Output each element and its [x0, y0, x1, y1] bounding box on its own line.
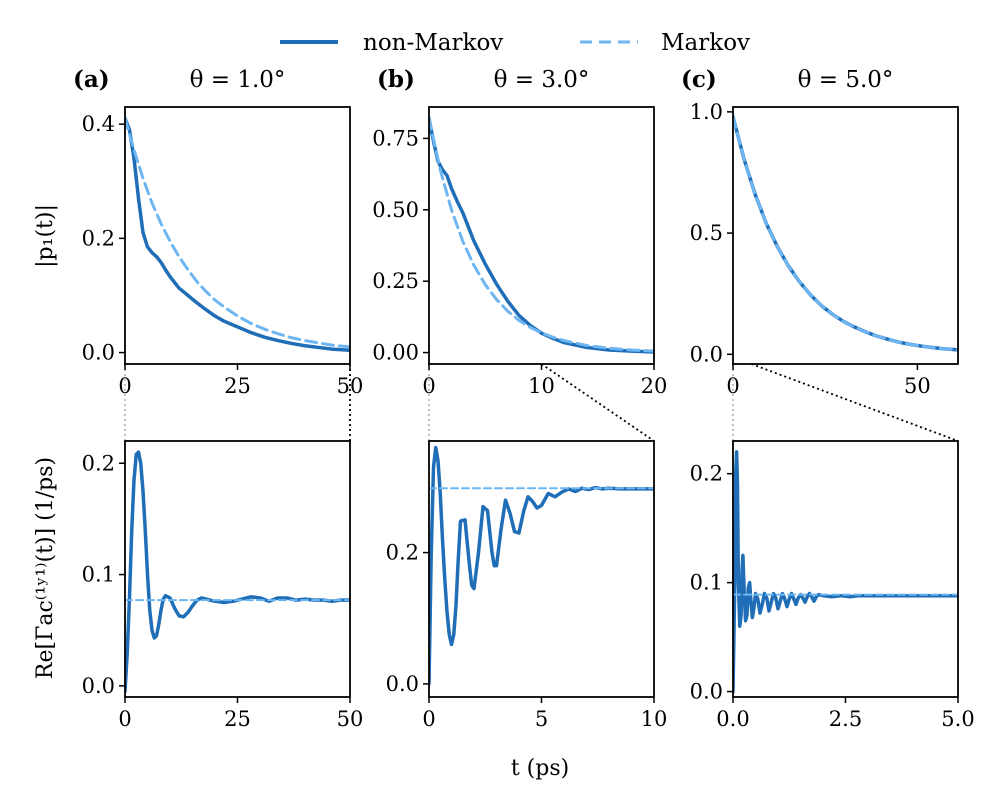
y-tick-label: 0.0 [690, 342, 723, 366]
panel-b-top: 0 10 20 0.00 0.25 0.50 0.75 (b) θ = 3.0° [372, 66, 667, 398]
panel-b-bottom: 0 5 10 0.0 0.2 [386, 440, 668, 731]
series-group [429, 116, 654, 354]
x-tick-label: 50 [337, 707, 364, 731]
x-tick-label: 0 [118, 707, 131, 731]
panel-title: θ = 1.0° [190, 67, 286, 93]
legend-label-markov: Markov [661, 30, 750, 56]
y-tick-label: 0.0 [82, 341, 115, 365]
y-tick-label: 0.25 [372, 269, 419, 293]
markov-line [125, 116, 350, 349]
x-tick-label: 10 [641, 707, 668, 731]
y-tick-label: 1.0 [690, 100, 723, 124]
legend: non-Markov Markov [280, 30, 750, 56]
axes-frame [732, 440, 959, 698]
x-tick-label: 0 [422, 374, 435, 398]
y-tick-label: 0.2 [82, 451, 115, 475]
panel-label: (b) [377, 66, 415, 93]
markov-line [429, 116, 654, 353]
panel-c-bottom: 0.0 2.5 5.0 0.0 0.1 0.2 [690, 440, 975, 731]
panels: 0 25 500.00.20.4(a) θ = 1.0°0 10 200.000.250.… [73, 66, 975, 731]
panel-label: (c) [681, 66, 717, 93]
series-group [733, 114, 958, 352]
x-tick-label: 25 [224, 707, 251, 731]
non-markov-line [429, 445, 654, 686]
x-tick-label: 10 [528, 374, 555, 398]
top-ylabel: |p₁(t)| [33, 204, 58, 268]
y-tick-label: 0.2 [82, 226, 115, 250]
non-markov-line [429, 116, 654, 354]
x-tick-label: 5 [535, 707, 548, 731]
series-group [125, 116, 350, 353]
markov-line [733, 115, 958, 352]
series-group [125, 450, 350, 694]
y-tick-label: 0.4 [82, 112, 115, 136]
series-group [429, 445, 654, 686]
x-tick-label: 50 [904, 374, 931, 398]
y-tick-label: 0.0 [690, 680, 723, 704]
x-axis-label: t (ps) [511, 756, 569, 781]
y-tick-label: 0.1 [690, 571, 723, 595]
x-tick-label: 25 [224, 374, 251, 398]
series-group [733, 450, 958, 694]
zoom-connector-right [540, 363, 655, 442]
x-tick-label: 20 [641, 374, 668, 398]
zoom-connectors [124, 363, 959, 442]
panel-title: θ = 5.0° [798, 67, 894, 93]
bottom-ylabel: Re[Γac⁽¹ʸ¹⁾(t)] (1/ps) [33, 457, 58, 679]
y-tick-label: 0.2 [386, 541, 419, 565]
zoom-connector-right [751, 363, 959, 442]
non-markov-line [125, 450, 350, 694]
y-tick-label: 0.5 [690, 221, 723, 245]
y-tick-label: 0.1 [82, 563, 115, 587]
non-markov-line [733, 450, 958, 694]
panel-label: (a) [73, 66, 110, 93]
x-tick-label: 0 [118, 374, 131, 398]
panel-a-top: 0 25 50 0.0 0.2 0.4 (a) θ = 1.0° [73, 66, 363, 398]
y-tick-label: 0.2 [690, 462, 723, 486]
x-tick-label: 0 [422, 707, 435, 731]
y-tick-label: 0.75 [372, 126, 419, 150]
axes-frame [428, 106, 655, 365]
x-tick-label: 0.0 [716, 707, 749, 731]
y-tick-label: 0.00 [372, 341, 419, 365]
x-tick-label: 0 [726, 374, 739, 398]
panel-c-top: 0 50 0.0 0.5 1.0 (c) θ = 5.0° [681, 66, 959, 398]
axes-frame [428, 440, 655, 698]
non-markov-line [125, 116, 350, 353]
x-tick-label: 5.0 [941, 707, 974, 731]
x-tick-label: 2.5 [829, 707, 862, 731]
x-tick-label: 50 [337, 374, 364, 398]
panel-title: θ = 3.0° [494, 67, 590, 93]
y-tick-label: 0.50 [372, 198, 419, 222]
axes-frame [732, 106, 959, 365]
axes-frame [124, 440, 351, 698]
panel-a-bottom: 0 25 50 0.0 0.1 0.2 [82, 440, 364, 731]
legend-label-non-markov: non-Markov [363, 30, 503, 56]
y-tick-label: 0.0 [386, 672, 419, 696]
non-markov-line [733, 114, 958, 352]
y-tick-label: 0.0 [82, 674, 115, 698]
